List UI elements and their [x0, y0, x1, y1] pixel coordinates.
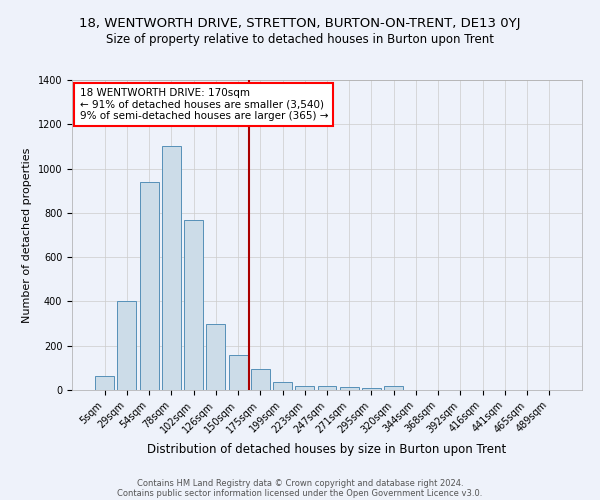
Y-axis label: Number of detached properties: Number of detached properties	[22, 148, 32, 322]
Bar	[229, 354, 248, 390]
Bar	[140, 182, 158, 390]
Text: Contains HM Land Registry data © Crown copyright and database right 2024.: Contains HM Land Registry data © Crown c…	[137, 478, 463, 488]
Bar	[384, 386, 403, 390]
Text: Size of property relative to detached houses in Burton upon Trent: Size of property relative to detached ho…	[106, 32, 494, 46]
Text: Contains public sector information licensed under the Open Government Licence v3: Contains public sector information licen…	[118, 488, 482, 498]
Bar	[340, 387, 359, 390]
X-axis label: Distribution of detached houses by size in Burton upon Trent: Distribution of detached houses by size …	[148, 443, 506, 456]
Bar	[95, 376, 114, 390]
Bar	[362, 388, 381, 390]
Bar	[118, 302, 136, 390]
Bar	[317, 386, 337, 390]
Bar	[206, 324, 225, 390]
Bar	[251, 369, 270, 390]
Text: 18 WENTWORTH DRIVE: 170sqm
← 91% of detached houses are smaller (3,540)
9% of se: 18 WENTWORTH DRIVE: 170sqm ← 91% of deta…	[80, 88, 328, 121]
Text: 18, WENTWORTH DRIVE, STRETTON, BURTON-ON-TRENT, DE13 0YJ: 18, WENTWORTH DRIVE, STRETTON, BURTON-ON…	[79, 18, 521, 30]
Bar	[295, 386, 314, 390]
Bar	[273, 382, 292, 390]
Bar	[184, 220, 203, 390]
Bar	[162, 146, 181, 390]
